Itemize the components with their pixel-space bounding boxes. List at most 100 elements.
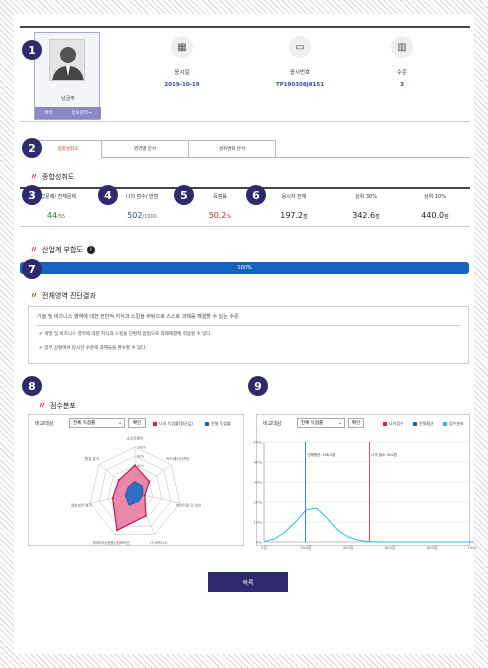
legend-average: 전체평균 [413,421,434,427]
radar-point-mine [116,529,119,532]
marker-4: 4 [98,185,118,205]
tab-bar: 종합성취도 영역별 분석 성취변화 분석 [34,140,276,158]
marker-3: 3 [22,185,42,205]
top30-average: 342.6점 [352,211,380,220]
radar-category-label: 빅데이터(응용)/정보보안 [93,540,131,545]
radar-point-mine [144,514,147,517]
distribution-chart-panel: 비교대상 전체 득점률 ⌄ 확인 나의점수 전체평균 점수분포 [256,414,470,546]
x-tick-label: 400점 [343,545,354,550]
average-annotation: 전체평균: 198.1점 [308,452,336,457]
info-icon[interactable]: i [86,245,95,254]
exam-level: ▥ 수준 3 [352,36,452,88]
y-tick-label: 10% [254,520,263,525]
legend-distribution: 점수분포 [443,421,464,427]
radar-category-label: 하드웨어디자인 [166,456,189,461]
radar-tick-label: 100% [137,446,146,450]
legend-mine: 나의 득점률(평균값) [153,421,193,427]
avatar [49,39,85,81]
compare-select-2[interactable]: 전체 득점률 ⌄ [297,418,345,428]
exam-info-card: 남궁주 확인 정보관리→ ▦ 응시일 2019-10-19 ▭ 응시번호 TP1… [20,26,470,122]
radar-point-mine [148,480,151,483]
fit-progress-bar: 100% [20,262,469,274]
radar-point-mine [111,497,114,500]
radar-series-all [124,481,144,506]
radar-category-label: 정보보안 평가 [71,503,93,508]
heading-mark-icon: 〃 [30,245,38,254]
radar-grid-ring [98,455,172,527]
compare-select[interactable]: 전체 득점률 ⌄ [69,418,125,428]
tab-area-analysis[interactable]: 영역별 분석 [101,140,189,158]
my-score-annotation: 나의 점수: 502점 [371,452,396,457]
marker-5: 5 [174,185,194,205]
heading-mark-icon: 〃 [30,291,38,300]
diagnosis-box: 기술 및 비즈니스 영역에 대한 전반적 지식과 스킬을 바탕으로 스스로 과제… [28,306,469,364]
list-button[interactable]: 목록 [208,572,288,592]
marker-6: 6 [246,185,266,205]
id-card-icon: ▭ [289,36,311,58]
y-tick-label: 30% [254,480,263,485]
marker-1: 1 [22,40,42,60]
y-tick-label: 0% [256,540,262,545]
x-tick-label: 1000점 [467,545,476,550]
y-tick-label: 40% [254,460,263,465]
y-tick-label: 50% [254,440,263,445]
marker-9: 9 [248,376,268,396]
radar-point-mine [134,464,136,467]
tab-overall[interactable]: 종합성취도 [34,140,102,158]
radar-category-label: 환경 분석 [85,456,99,461]
x-tick-label: 600점 [385,545,396,550]
correct-count: 44/55 [46,211,66,220]
x-tick-label: 800점 [427,545,438,550]
x-tick-label: 0점 [261,545,267,550]
profile-buttons: 확인 정보관리→ [35,107,101,119]
radar-grid-ring [89,446,181,535]
score-dist-heading: 〃 점수분포 [38,401,76,410]
exam-date: ▦ 응시일 2019-10-19 [132,36,232,88]
diagnosis-bullet-1: ✔ 개발 및 비즈니스 영역에 대한 지식과 스킬을 단편적 방법으로 과제해결… [39,332,212,337]
radar-category-label: 소프트웨어 [127,436,144,441]
overall-heading: 〃 종합성취도 [30,172,75,181]
marker-7: 7 [22,259,42,279]
marker-2: 2 [22,138,42,158]
heading-mark-icon: 〃 [30,172,38,181]
exam-number: ▭ 응시번호 TP190308J8151 [250,36,350,88]
radar-category-label: IT 비즈니스 [150,540,168,545]
radar-point-mine [117,479,120,482]
profile-name: 남궁주 [61,96,75,102]
divider [37,325,461,326]
x-tick-label: 200점 [301,545,312,550]
my-score: 502/1000 [127,211,157,220]
radar-tick-label: 60% [137,464,144,468]
y-tick-label: 20% [254,500,263,505]
chevron-down-icon: ⌄ [338,420,342,426]
fit-heading: 〃 산업계 부합도 i [30,244,95,255]
score-rate: 50.2% [208,211,232,220]
compare-confirm-button-2[interactable]: 확인 [348,418,364,428]
radar-chart-panel: 비교대상 전체 득점률 ⌄ 확인 나의 득점률(평균값) 전체 득점률 소프트웨어… [28,414,244,546]
chevron-down-icon: ⌄ [118,420,122,426]
calendar-icon: ▦ [171,36,193,58]
heading-mark-icon: 〃 [38,401,46,410]
all-average: 197.2점 [280,211,308,220]
tab-change-analysis[interactable]: 성취변화 분석 [188,140,276,158]
top10-average: 440.0점 [421,211,449,220]
distribution-chart: 0% 10% 20% 30% 40% 50% 0점 200점 400점 600점 800점 1000점… [254,440,476,551]
legend-all: 전체 득점률 [205,421,231,427]
diagnosis-heading: 〃 전체영역 진단결과 [30,291,96,300]
profile-box: 남궁주 확인 정보관리→ [34,32,101,120]
level-icon: ▥ [391,36,413,58]
radar-tick-label: 80% [137,455,144,459]
marker-8: 8 [22,376,42,396]
diagnosis-bullet-2: ✔ 업무 상황에서 당시한 수준에 과제들을 완수할 수 있다. [39,346,147,351]
score-summary-table: 정답문제/ 전체문제 나의 점수/ 만점 득점률 응시자 전체 상위 30% 상… [20,187,470,227]
report-frame [14,14,474,654]
profile-confirm-button[interactable]: 확인 [44,111,53,116]
compare-confirm-button[interactable]: 확인 [128,418,146,428]
profile-manage-button[interactable]: 정보관리→ [71,111,92,116]
radar-point-mine [143,494,146,497]
distribution-line [263,507,474,543]
diagnosis-headline: 기술 및 비즈니스 영역에 대한 전반적 지식과 스킬을 바탕으로 스스로 과제… [37,314,239,320]
radar-category-label: 데이터및 인 보안 [176,503,202,508]
legend-my-score: 나의점수 [383,421,404,427]
